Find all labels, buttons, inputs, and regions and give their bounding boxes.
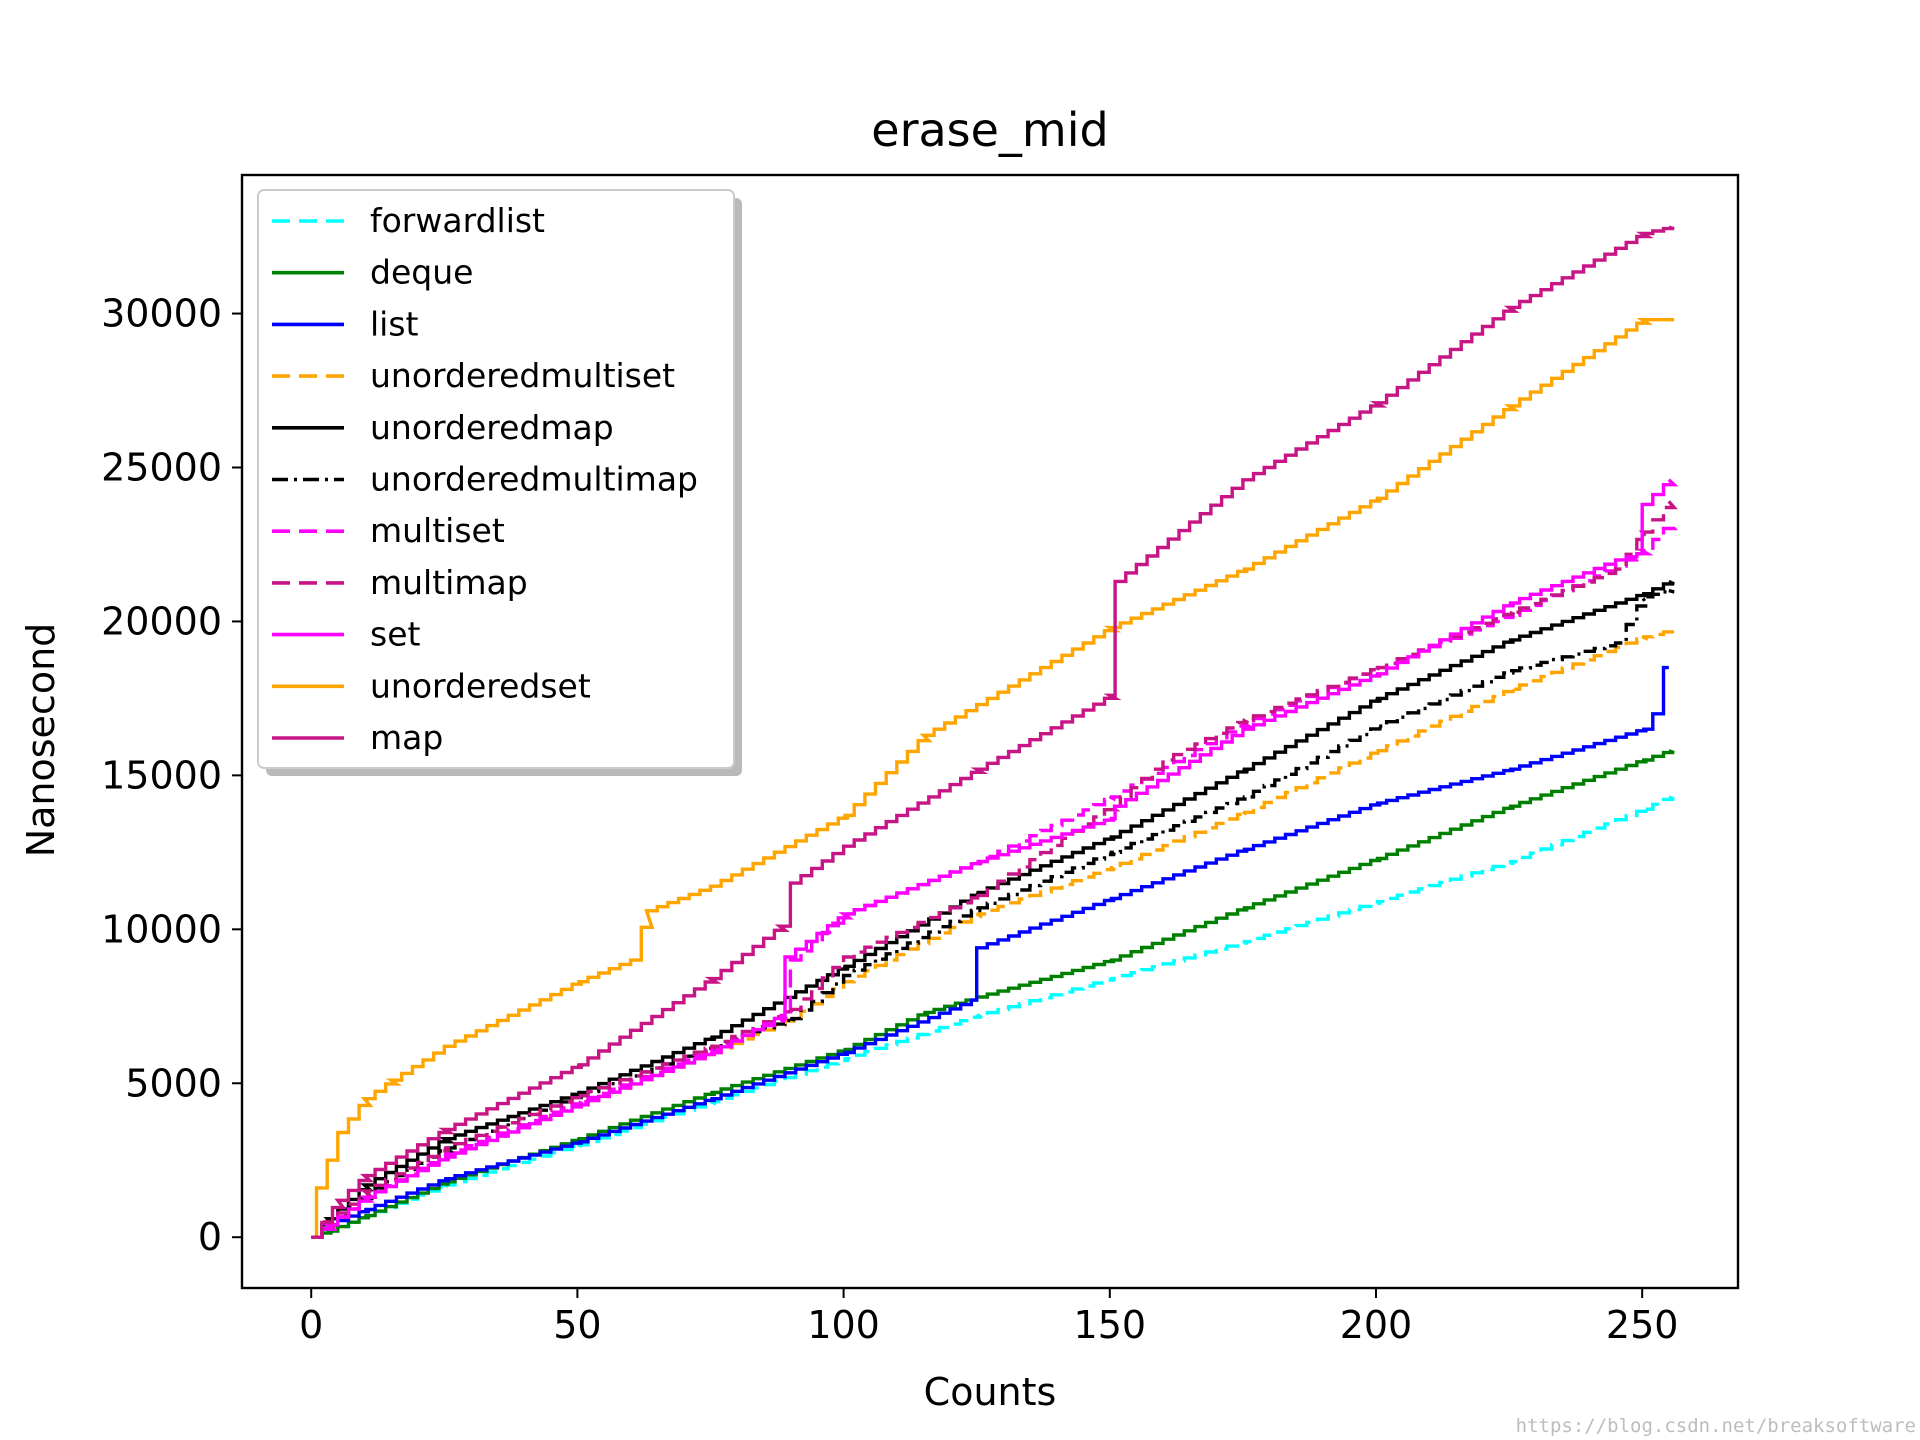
x-tick-label: 150 [1074, 1303, 1147, 1347]
series-line-unorderedset [311, 318, 1675, 1239]
legend-box [257, 189, 735, 769]
series-line-map [311, 225, 1675, 1239]
legend-label: list [370, 304, 419, 343]
legend-item-forwardlist: forwardlist [272, 201, 545, 240]
watermark: https://blog.csdn.net/breaksoftware [1516, 1415, 1916, 1437]
series-line-unorderedmap [311, 579, 1675, 1239]
legend-label: map [370, 718, 443, 757]
x-axis: 0 50 100 150 200 250 [299, 1288, 1678, 1347]
legend-item-map: map [272, 718, 443, 757]
series-line-set [311, 478, 1679, 1239]
chart-title: erase_mid [871, 103, 1108, 157]
legend-item-multimap: multimap [272, 563, 528, 602]
x-tick-label: 200 [1340, 1303, 1413, 1347]
legend-item-unorderedset: unorderedset [272, 666, 591, 705]
y-tick-label: 20000 [101, 599, 222, 643]
legend-item-unorderedmap: unorderedmap [272, 408, 614, 447]
y-tick-label: 0 [198, 1215, 222, 1259]
legend-item-multiset: multiset [272, 511, 505, 550]
y-tick-label: 25000 [101, 445, 222, 489]
legend-item-deque: deque [272, 253, 473, 292]
y-tick-label: 15000 [101, 753, 222, 797]
legend-item-unorderedmultimap: unorderedmultimap [272, 460, 698, 499]
legend-item-unorderedmultiset: unorderedmultiset [272, 356, 675, 395]
legend-item-list: list [272, 304, 419, 343]
legend-label: deque [370, 253, 473, 292]
y-axis: 0 5000 10000 15000 20000 25000 30000 [101, 292, 242, 1259]
legend-label: set [370, 615, 420, 654]
legend-label: multimap [370, 563, 528, 602]
x-axis-label: Counts [924, 1370, 1057, 1414]
series-line-list [311, 665, 1669, 1239]
legend-label: multiset [370, 511, 505, 550]
x-tick-label: 50 [553, 1303, 601, 1347]
legend-label: forwardlist [370, 201, 545, 240]
y-axis-label: Nanosecond [19, 623, 63, 858]
legend-label: unorderedmap [370, 408, 614, 447]
y-tick-label: 10000 [101, 907, 222, 951]
x-tick-label: 250 [1606, 1303, 1679, 1347]
legend-label: unorderedmultiset [370, 356, 675, 395]
legend: forwardlist deque list unorderedmultiset uno… [257, 189, 742, 776]
legend-label: unorderedmultimap [370, 460, 698, 499]
legend-item-set: set [272, 615, 420, 654]
y-tick-label: 5000 [125, 1061, 222, 1105]
x-tick-label: 100 [807, 1303, 880, 1347]
plot-area [311, 225, 1679, 1239]
y-tick-label: 30000 [101, 292, 222, 336]
series-line-forwardlist [311, 795, 1675, 1239]
legend-label: unorderedset [370, 666, 591, 705]
plot-frame [240, 173, 1740, 1290]
x-tick-label: 0 [299, 1303, 323, 1347]
